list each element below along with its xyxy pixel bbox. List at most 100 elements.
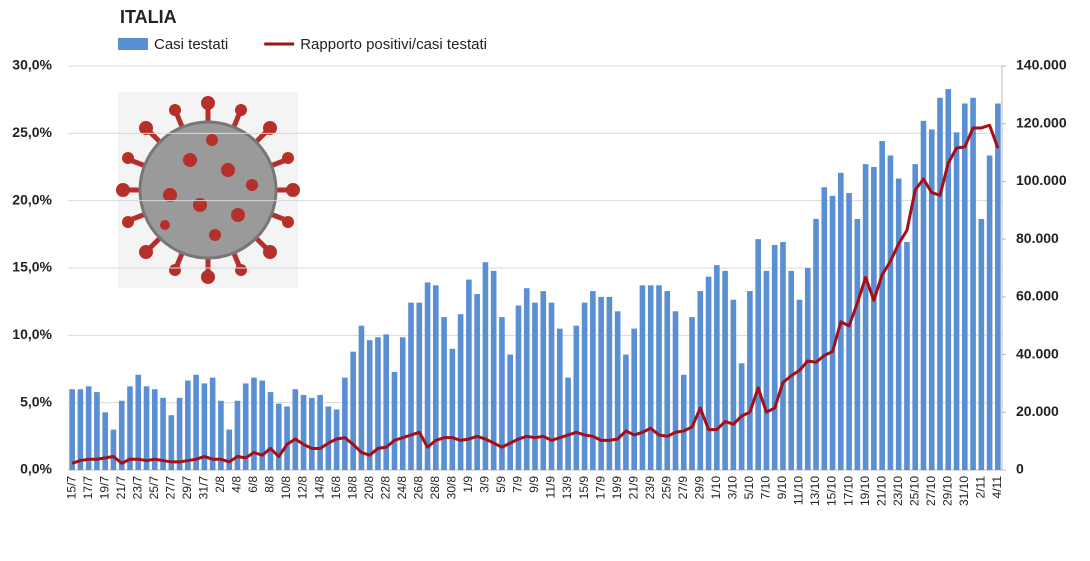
x-tick-label: 29/7 — [180, 476, 194, 500]
x-tick-label: 23/7 — [130, 476, 144, 500]
bar — [813, 218, 819, 470]
bar — [755, 239, 761, 470]
bar — [565, 377, 571, 470]
y2-tick-label: 100.000 — [1016, 172, 1067, 188]
bar — [829, 195, 836, 470]
x-tick-label: 29/9 — [692, 476, 706, 500]
bar — [639, 285, 646, 470]
x-tick-label: 28/8 — [428, 476, 442, 500]
bar — [391, 371, 398, 470]
bar — [846, 192, 852, 470]
x-tick-label: 19/7 — [97, 476, 111, 500]
bar — [532, 302, 538, 470]
bar — [697, 291, 704, 470]
bar — [581, 302, 588, 470]
bar — [961, 103, 968, 470]
bar — [788, 270, 795, 470]
bar — [664, 291, 671, 470]
bar — [862, 164, 869, 470]
x-tick-label: 6/8 — [246, 476, 260, 493]
bar — [614, 311, 621, 470]
x-tick-label: 3/10 — [726, 476, 740, 500]
bar — [449, 348, 456, 470]
bar — [573, 325, 580, 470]
bar — [548, 302, 555, 470]
bar — [193, 374, 199, 470]
y-tick-label: 15,0% — [12, 259, 52, 275]
x-tick-label: 3/9 — [478, 476, 492, 493]
bar — [267, 392, 274, 470]
x-tick-label: 21/10 — [874, 476, 888, 506]
legend-label: Rapporto positivi/casi testati — [300, 36, 487, 53]
x-tick-label: 7/9 — [511, 476, 525, 493]
x-tick-label: 19/10 — [858, 476, 872, 506]
x-tick-label: 11/10 — [792, 476, 806, 505]
y-tick-label: 10,0% — [12, 326, 52, 342]
bar — [490, 270, 497, 470]
x-tick-label: 16/8 — [329, 476, 343, 500]
bar — [672, 311, 679, 470]
bar — [714, 265, 720, 470]
x-tick-label: 19/9 — [610, 476, 624, 500]
x-tick-label: 15/9 — [577, 476, 591, 500]
x-tick-label: 7/10 — [759, 476, 773, 500]
bar — [466, 279, 472, 470]
bar — [771, 244, 778, 470]
bar — [590, 291, 596, 470]
bar — [647, 285, 654, 470]
x-tick-label: 26/8 — [411, 476, 425, 500]
x-tick-label: 8/8 — [263, 476, 277, 493]
x-tick-label: 17/7 — [81, 476, 95, 500]
x-tick-label: 10/8 — [279, 476, 293, 500]
x-tick-label: 25/9 — [659, 476, 673, 500]
x-tick-label: 29/10 — [940, 476, 954, 506]
bar — [110, 429, 117, 470]
bar — [953, 132, 960, 470]
bar — [656, 285, 662, 470]
y-tick-label: 20,0% — [12, 191, 52, 207]
x-tick-label: 15/7 — [64, 476, 78, 500]
bar — [904, 242, 910, 470]
bar — [275, 403, 282, 470]
bar — [284, 406, 290, 470]
bar — [242, 383, 249, 470]
x-tick-label: 27/7 — [163, 476, 177, 500]
bar — [722, 270, 728, 470]
x-tick-label: 5/10 — [742, 476, 756, 500]
bar — [920, 120, 927, 470]
bar — [879, 141, 885, 470]
bar — [375, 337, 381, 470]
x-tick-label: 14/8 — [312, 476, 326, 500]
bar — [143, 386, 150, 470]
x-tick-label: 27/10 — [924, 476, 938, 506]
bar — [705, 276, 712, 470]
bar — [168, 415, 175, 470]
bar — [185, 380, 191, 470]
bar — [515, 305, 522, 470]
x-tick-label: 13/10 — [808, 476, 822, 506]
bar — [937, 97, 943, 470]
bar — [366, 340, 373, 470]
x-tick-label: 21/7 — [114, 476, 128, 500]
bar — [118, 400, 125, 470]
bar — [499, 317, 505, 470]
x-tick-label: 24/8 — [395, 476, 409, 500]
bar — [474, 293, 480, 470]
bar — [457, 314, 464, 470]
chart-title: ITALIA — [120, 7, 177, 27]
bar — [424, 282, 431, 470]
x-tick-label: 2/11 — [974, 476, 988, 499]
bar — [209, 377, 216, 470]
y-tick-label: 5,0% — [20, 393, 52, 409]
bar — [871, 167, 877, 470]
y-tick-label: 25,0% — [12, 124, 52, 140]
x-tick-label: 25/7 — [147, 476, 161, 500]
virus-image — [116, 92, 300, 288]
bar — [127, 386, 133, 470]
bar — [821, 187, 828, 470]
x-tick-label: 2/8 — [213, 476, 227, 493]
bar — [986, 155, 993, 470]
bar — [226, 429, 232, 470]
legend-swatch — [118, 38, 148, 50]
bar — [317, 394, 323, 470]
